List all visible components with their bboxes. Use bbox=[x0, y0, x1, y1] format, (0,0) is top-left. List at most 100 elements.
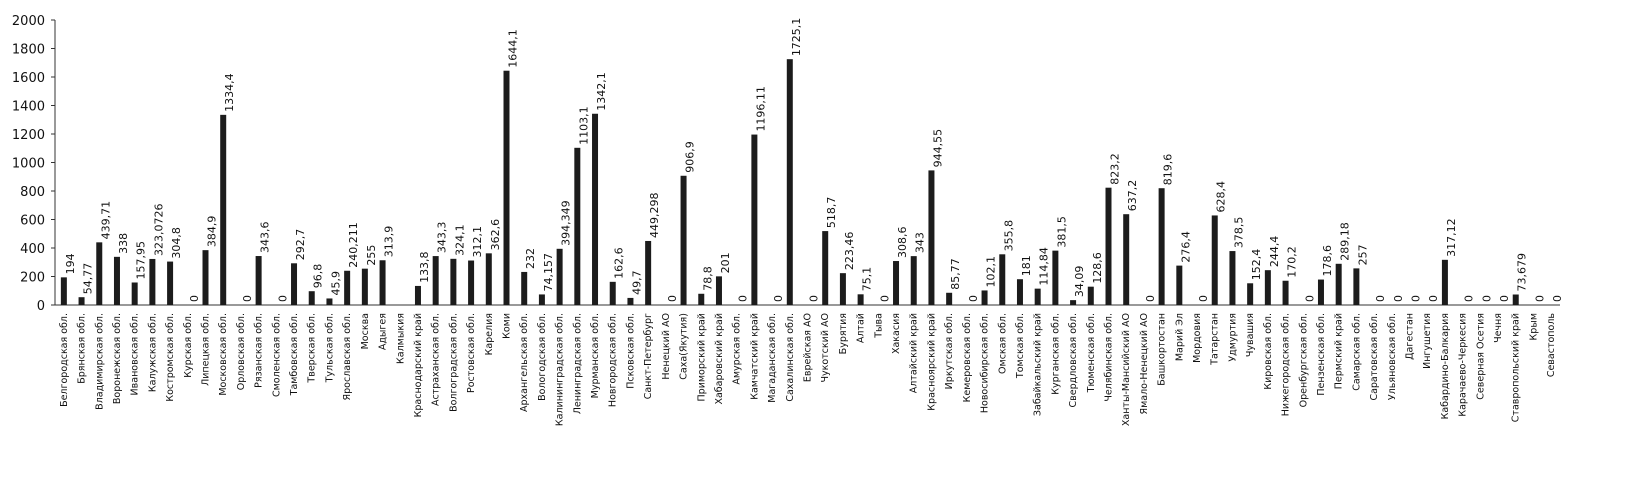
bar bbox=[1247, 283, 1254, 305]
bar bbox=[786, 59, 793, 305]
value-label: 49,7 bbox=[630, 270, 643, 295]
value-label: 74,157 bbox=[542, 253, 555, 292]
x-tick-label: Калужская обл. bbox=[147, 313, 158, 392]
value-label: 1334,4 bbox=[223, 73, 236, 111]
bar bbox=[326, 298, 333, 305]
value-label: 381,5 bbox=[1055, 216, 1068, 248]
x-tick-label: Иркутская обл. bbox=[944, 313, 955, 389]
x-tick-label: Астраханская обл. bbox=[431, 313, 442, 406]
value-label: 0 bbox=[878, 295, 891, 302]
x-tick-label: Удмуртия bbox=[1227, 313, 1238, 362]
x-tick-label: Тамбовская обл. bbox=[289, 313, 300, 396]
x-tick-label: Чечня bbox=[1493, 313, 1504, 343]
value-label: 201 bbox=[719, 252, 732, 273]
bar bbox=[822, 231, 829, 305]
value-label: 449,298 bbox=[648, 192, 661, 238]
value-label: 0 bbox=[1463, 295, 1476, 302]
x-tick-label: Дагестан bbox=[1405, 313, 1416, 360]
value-label: 0 bbox=[666, 295, 679, 302]
x-tick-label: Чукотский АО bbox=[820, 313, 831, 383]
bar bbox=[503, 70, 510, 305]
x-tick-label: Тульская обл. bbox=[324, 313, 335, 383]
value-label: 1196,11 bbox=[754, 86, 767, 132]
x-tick-label: Томская обл. bbox=[1015, 313, 1026, 379]
value-label: 0 bbox=[1197, 295, 1210, 302]
value-label: 312,1 bbox=[471, 226, 484, 258]
value-label: 0 bbox=[1374, 295, 1387, 302]
x-tick-label: Ленинградская обл. bbox=[572, 313, 583, 414]
value-label: 0 bbox=[241, 295, 254, 302]
x-tick-label: Ивановская обл. bbox=[130, 313, 141, 395]
value-label: 162,6 bbox=[613, 247, 626, 279]
value-label: 323,0726 bbox=[152, 203, 165, 256]
value-label: 78,8 bbox=[701, 266, 714, 291]
bar bbox=[1264, 270, 1271, 305]
y-tick-label: 800 bbox=[20, 185, 45, 200]
value-label: 194 bbox=[64, 253, 77, 274]
bar bbox=[361, 268, 368, 305]
x-tick-label: Камчатский край bbox=[749, 313, 760, 400]
x-tick-label: Псковская обл. bbox=[625, 313, 636, 389]
value-label: 343,3 bbox=[436, 222, 449, 254]
bar bbox=[946, 292, 953, 305]
x-tick-label: Чувашия bbox=[1245, 313, 1256, 357]
value-label: 244,4 bbox=[1268, 236, 1281, 268]
value-label: 128,6 bbox=[1091, 252, 1104, 284]
x-tick-label: Крым bbox=[1528, 313, 1539, 340]
value-label: 181 bbox=[1020, 255, 1033, 276]
value-label: 96,8 bbox=[312, 264, 325, 289]
x-tick-label: Ямало-Ненецкий АО bbox=[1139, 313, 1150, 415]
x-tick-label: Тверская обл. bbox=[307, 313, 318, 384]
x-tick-label: Мурманская обл. bbox=[590, 313, 601, 398]
bar bbox=[1176, 265, 1183, 305]
bar bbox=[698, 293, 705, 305]
x-tick-label: Владимирская обл. bbox=[94, 313, 105, 410]
value-label: 257 bbox=[1356, 244, 1369, 265]
x-tick-label: Челябинская обл. bbox=[1104, 313, 1115, 402]
x-tick-label: Северная Осетия bbox=[1475, 313, 1486, 400]
value-label: 152,4 bbox=[1250, 249, 1263, 281]
bar bbox=[521, 271, 528, 305]
x-tick-label: Новгородская обл. bbox=[608, 313, 619, 407]
value-label: 0 bbox=[276, 295, 289, 302]
value-label: 0 bbox=[1392, 295, 1405, 302]
bar bbox=[1016, 279, 1023, 305]
bar bbox=[1123, 214, 1130, 305]
x-tick-label: Самарская обл. bbox=[1351, 313, 1362, 391]
bar bbox=[751, 134, 758, 305]
bar bbox=[893, 261, 900, 305]
x-tick-label: Ставропольский край bbox=[1511, 313, 1522, 422]
value-label: 34,09 bbox=[1073, 266, 1086, 298]
value-label: 384,9 bbox=[206, 216, 219, 248]
x-tick-label: Татарстан bbox=[1210, 313, 1221, 366]
bar bbox=[220, 114, 227, 306]
value-label: 313,9 bbox=[383, 226, 396, 258]
x-tick-label: Орловская обл. bbox=[236, 313, 247, 390]
value-label: 0 bbox=[1144, 295, 1157, 302]
value-label: 355,8 bbox=[1002, 220, 1015, 251]
value-label: 823,2 bbox=[1109, 153, 1122, 185]
x-tick-label: Московская обл. bbox=[218, 313, 229, 396]
y-tick-label: 400 bbox=[20, 242, 45, 257]
x-tick-label: Кировская обл. bbox=[1263, 313, 1274, 390]
x-tick-label: Тюменская обл. bbox=[1086, 313, 1097, 393]
bar bbox=[981, 290, 988, 305]
bar bbox=[1087, 286, 1094, 305]
x-tick-label: Пермский край bbox=[1334, 313, 1345, 389]
value-label: 944,55 bbox=[931, 129, 944, 168]
value-label: 232 bbox=[524, 248, 537, 269]
x-tick-label: Ханты-Мансийский АО bbox=[1121, 313, 1132, 426]
value-label: 308,6 bbox=[896, 227, 909, 259]
x-tick-label: Алтай bbox=[856, 313, 867, 343]
value-label: 85,77 bbox=[949, 258, 962, 290]
bar bbox=[1105, 187, 1112, 305]
value-label: 819,6 bbox=[1162, 154, 1175, 186]
value-label: 45,9 bbox=[329, 271, 342, 296]
bar bbox=[432, 256, 439, 305]
value-label: 0 bbox=[808, 295, 821, 302]
bar bbox=[78, 297, 85, 305]
value-label: 75,1 bbox=[861, 267, 874, 292]
x-tick-label: Севастополь bbox=[1546, 313, 1557, 378]
value-label: 378,5 bbox=[1232, 217, 1245, 249]
x-tick-label: Приморский край bbox=[696, 313, 707, 401]
